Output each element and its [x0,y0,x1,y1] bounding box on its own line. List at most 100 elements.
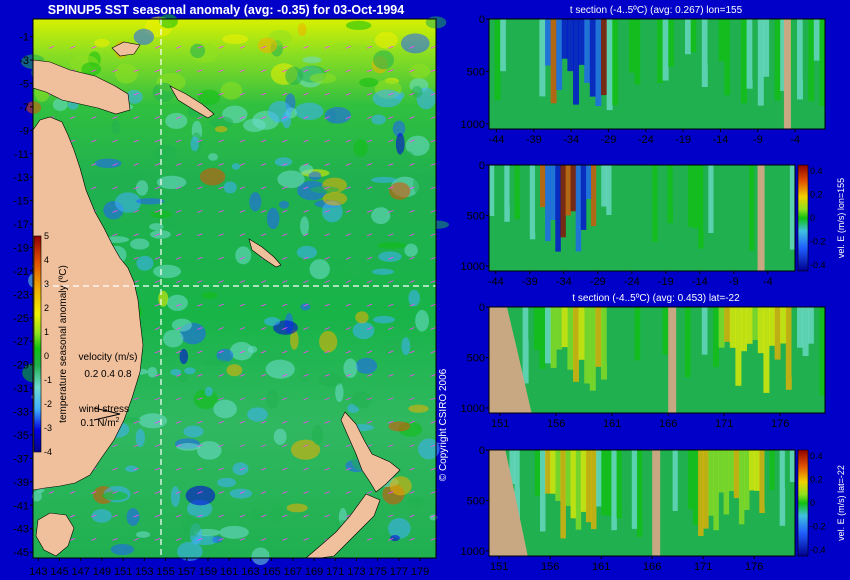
velocity-vector [197,139,203,143]
section-x-tick-label: -19 [658,276,674,288]
velocity-vector [154,45,161,49]
velocity-vector [239,280,245,284]
main-title: SPINUP5 SST seasonal anomaly (avg: -0.35… [48,3,404,17]
section-cell [499,165,505,242]
temperature-colorbar-ticks: 5 4 3 2 1 0 -1 -2 -3 -4 [44,231,52,457]
anomaly-patch [343,358,358,379]
velocity-vector [260,209,267,213]
section-cell [774,307,781,360]
velocity-vector [366,116,373,119]
anomaly-patch [406,496,424,509]
anomaly-patch [378,251,402,262]
velocity-vector [239,327,245,330]
velocity-vector [197,538,203,541]
section-panel-2: -44 -39 -34 -29 -24 -19 -14 -9 -4 0 500 1000 0.4 0.2… [461,160,846,288]
new-britain-land [111,41,141,57]
section-cell [617,307,624,371]
map-y-tick-label: -37 [13,453,29,465]
velocity-vector [324,420,330,424]
section-cell [707,307,714,363]
velocity-vector [409,397,415,401]
velocity-vector [133,209,139,213]
velocity-vector [197,45,203,49]
velocity-vector [345,280,352,284]
section-cell [606,19,613,111]
anomaly-patch [318,372,343,387]
velocity-vector [176,209,182,213]
section-cell [611,450,617,531]
section-cell [723,450,730,515]
section-x-tick-label: 156 [547,418,565,430]
section-4-frame [488,449,796,557]
velocity-vector [197,209,203,213]
velocity-vector [69,538,76,541]
section-cell [764,165,770,222]
velocity-vector [197,444,203,448]
velocity-vector [133,186,139,190]
velocity-vector [197,374,203,377]
section-cell [724,307,731,342]
anomaly-patch [390,534,400,542]
anomaly-patch [268,100,292,123]
anomaly-patch [277,170,305,189]
velocity-vector [324,92,330,96]
section-cell [612,307,619,387]
velocity-vector [430,233,436,237]
anomaly-patch [372,315,395,324]
velocity-vector [409,209,415,213]
velocity-vector [112,538,118,541]
section-cell [634,307,641,361]
velocity-colorbar-tick-label: 0 [810,213,815,223]
velocity-vector [112,514,118,518]
section-cell [560,165,566,238]
velocity-vector [197,491,203,494]
velocity-colorbar-tick-label: -0.4 [810,545,826,555]
velocity-vector [409,186,415,190]
section-y-tick-label: 500 [467,352,485,364]
velocity-vector [176,256,182,260]
anomaly-patch [300,216,309,236]
velocity-vector [303,327,309,330]
map-x-axis: 143 145 147 149 151 153 155 157 159 161 163 165 167 1… [29,558,429,578]
velocity-vector [91,538,97,541]
velocity-vector [176,233,182,237]
section-x-tick-label: -9 [729,276,739,288]
velocity-colorbar-tick-label: -0.2 [810,522,826,532]
anomaly-patch [351,391,372,409]
section-cell [813,307,820,370]
section-cell [779,165,786,251]
velocity-vector [366,280,373,284]
velocity-vector [239,514,245,518]
anomaly-patch [212,536,223,543]
velocity-vector [324,514,330,518]
wind-key-superscript: 2 [116,417,120,424]
velocity-vector [197,256,203,260]
section-cell [657,165,663,220]
section-y-tick-label: 500 [467,66,485,78]
section-cell [662,165,668,208]
velocity-vector [112,444,118,448]
wind-key-unit: 0.1 N/m [81,418,116,429]
velocity-vector [112,139,118,143]
section-cell [673,19,680,57]
anomaly-patch [285,66,303,86]
section-cell [565,165,571,216]
section-cell [647,165,653,200]
velocity-vector [430,467,436,471]
section-cell [718,165,724,244]
velocity-vector [388,116,394,119]
velocity-vector [260,280,267,284]
velocity-vector [303,163,309,166]
section-cell [744,165,750,212]
section-cell [698,450,704,536]
section-cell [713,165,719,235]
section-cell [585,165,592,199]
section-cell [672,165,679,209]
map-y-tick-label: -27 [13,336,29,348]
velocity-vector [324,186,330,190]
velocity-vector [48,45,55,49]
section-cell [584,19,591,83]
section-cell [657,19,663,84]
section-cell [629,307,635,356]
section-cell [651,19,658,80]
